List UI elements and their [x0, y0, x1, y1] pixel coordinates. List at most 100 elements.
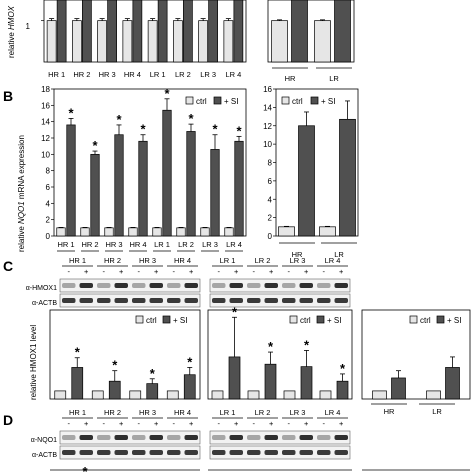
panel-d-blot-left-band-0-2 [97, 435, 111, 440]
panel-a-ytick: 1 [26, 22, 31, 31]
panel-d-blot-left-band-0-5 [149, 435, 163, 440]
panel-c-blot-left-band-0-5 [149, 283, 163, 288]
panel-c-legend: ctrl + SI [135, 315, 187, 325]
panel-c-summary-bar-ctrl-0 [372, 390, 387, 400]
panel-c-left-asterisk-0: * [75, 345, 81, 360]
panel-d-blot-left-band-1-0 [62, 450, 76, 455]
panel-a-bar-ctrl-4 [147, 20, 158, 63]
panel-d-blot-right-marker-3-0: - [323, 419, 326, 428]
panel-c-summary-bar-ctrl-1 [426, 390, 441, 400]
panel-b-bar-si-0 [66, 124, 76, 237]
panel-d-blot-right-band-1-5 [299, 450, 313, 455]
panel-d-blot-left-band-0-6 [167, 435, 181, 440]
panel-a-summary-bar-ctrl-1 [314, 20, 331, 63]
panel-c-left-bar-si-3 [183, 374, 196, 400]
panel-b-summary-ytick-label-1: 2 [268, 214, 273, 223]
panel-d-blot-right-marker-3-1: + [339, 419, 344, 428]
panel-c-blot-left-marker-2-1: + [154, 267, 159, 276]
panel-c-blot-left-marker-0-0: - [68, 267, 71, 276]
legend-ctrl-swatch-2 [289, 315, 298, 324]
panel-c-blot-right-group-0: LR 1 [220, 256, 236, 265]
panel-b-summary-bar-ctrl-0 [278, 226, 295, 237]
panel-d-blot-left-band-1-7 [184, 450, 198, 455]
panel-d-blot-left-marker-3-1: + [189, 419, 194, 428]
panel-d-blot-right-band-0-2 [247, 435, 261, 440]
panel-a-summary-category-1: LR [329, 74, 339, 83]
panel-b-bar-si-2 [114, 134, 124, 237]
panel-d-blot-right-marker-2-0: - [288, 419, 291, 428]
panel-a-category-4: LR 1 [150, 70, 166, 79]
panel-c-right-bar-ctrl-1 [247, 390, 260, 400]
panel-d-blot-right-band-1-0 [212, 450, 226, 455]
panel-b-bar-ctrl-5 [176, 227, 186, 237]
panel-a-summary-bars: HR LR [267, 0, 355, 83]
panel-c-right-bar-ctrl-3 [319, 390, 332, 400]
summary-legend-si-swatch [310, 96, 319, 105]
panel-b-summary-ytick-label-0: 0 [268, 232, 273, 241]
panel-d-blot-left-marker-1-0: - [103, 419, 106, 428]
panel-d-blot-left-band-0-3 [114, 435, 128, 440]
panel-d-blot-right-marker-1-0: - [253, 419, 256, 428]
panel-c-blot-left-group-2: HR 3 [139, 256, 156, 265]
legend-ctrl-swatch [185, 96, 194, 105]
panel-b-bar-si-5 [186, 131, 196, 237]
legend-si-swatch [213, 96, 222, 105]
panel-c-blot-left-band-0-1 [79, 283, 93, 288]
panel-d-blot-right-band-1-1 [229, 450, 243, 455]
legend-ctrl-label: ctrl [196, 97, 207, 106]
panel-b-ytick-label-2: 4 [46, 199, 51, 208]
panel-d-blot-right-band-1-4 [282, 450, 296, 455]
panel-c-blot-right-marker-0-0: - [218, 267, 221, 276]
panel-b-category-6: LR 3 [202, 240, 218, 249]
panel-b-legend: ctrl + SI [185, 96, 238, 106]
panel-c-left-bar-ctrl-0 [54, 390, 67, 400]
panel-b-bar-ctrl-2 [104, 227, 114, 237]
panel-d-blot: α-NQO1 α-ACTB HR 1 - + HR 2 - + HR 3 - + HR 4 - + LR 1… [31, 408, 351, 460]
panel-c-right-bar-si-2 [300, 366, 313, 400]
panel-d-blot-right-marker-0-0: - [218, 419, 221, 428]
panel-c-blot-left-band-1-7 [184, 298, 198, 303]
panel-c-blot-left-band-1-6 [167, 298, 181, 303]
panel-c-blot-left-band-1-4 [132, 298, 146, 303]
panel-b-summary-bars: 0 2 4 6 8 10 12 14 16 HR LR [263, 85, 359, 259]
panel-b-summary-ytick-label-5: 10 [263, 140, 272, 149]
panel-b-category-1: HR 2 [81, 240, 98, 249]
panel-d-blot-right-group-1: LR 2 [255, 408, 271, 417]
panel-c-left-bar-si-1 [108, 380, 121, 400]
summary-legend-si-label: + SI [321, 97, 335, 106]
panel-b-bar-ctrl-6 [200, 227, 210, 237]
panel-b-bar-si-7 [234, 140, 244, 237]
panel-c-blot-right-band-0-0 [212, 283, 226, 288]
panel-d-blot-left-marker-0-0: - [68, 419, 71, 428]
panel-d-blot-right-band-0-6 [317, 435, 331, 440]
panel-c-blot-row-label-1: α-ACTB [32, 300, 57, 307]
panel-b-summary-ytick-label-2: 4 [268, 195, 273, 204]
panel-d-blot-left-band-1-4 [132, 450, 146, 455]
panel-c-right-asterisk-1: * [268, 339, 274, 354]
legend-si-label-2: + SI [327, 316, 341, 325]
panel-b-summary-ytick-label-7: 14 [263, 103, 272, 112]
panel-b-bar-si-4 [162, 109, 172, 237]
panel-b-category-4: LR 1 [154, 240, 170, 249]
panel-b-bar-ctrl-3 [128, 227, 138, 237]
panel-a-category-2: HR 3 [99, 70, 116, 79]
panel-c-left-frame [49, 309, 201, 400]
summary-legend-si-label: + SI [447, 316, 461, 325]
panel-b-summary-category-0: HR [292, 250, 303, 259]
panel-c-blot-left-band-1-3 [114, 298, 128, 303]
panel-b-asterisk-7: * [236, 123, 242, 138]
panel-b-asterisk-2: * [116, 112, 122, 127]
panel-c-blot-left-marker-3-0: - [173, 267, 176, 276]
panel-d-blot-left-group-0: HR 1 [69, 408, 86, 417]
panel-b-letter: B [3, 88, 13, 104]
panel-b-asterisk-3: * [140, 122, 146, 137]
panel-c-blot-right-band-0-4 [282, 283, 296, 288]
panel-b-category-5: LR 2 [178, 240, 194, 249]
panel-b-ytick-label-0: 0 [46, 232, 51, 241]
panel-c-blot-right-group-1: LR 2 [255, 256, 271, 265]
panel-c-blot-right-band-1-2 [247, 298, 261, 303]
panel-c-blot-left-band-0-7 [184, 283, 198, 288]
panel-c-summary-frame [361, 309, 471, 400]
summary-legend-ctrl-swatch [281, 96, 290, 105]
